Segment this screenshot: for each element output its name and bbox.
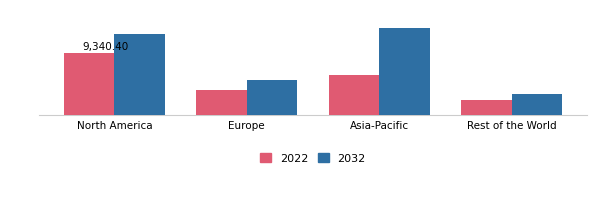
Bar xyxy=(196,90,247,115)
Bar xyxy=(114,34,165,115)
Bar xyxy=(329,75,379,115)
Legend: 2022, 2032: 2022, 2032 xyxy=(256,149,370,168)
Bar xyxy=(461,100,512,115)
Bar xyxy=(64,53,114,115)
Bar xyxy=(247,80,297,115)
Bar xyxy=(379,28,430,115)
Bar xyxy=(512,94,562,115)
Text: 9,340.40: 9,340.40 xyxy=(82,42,129,52)
